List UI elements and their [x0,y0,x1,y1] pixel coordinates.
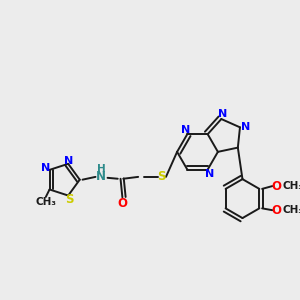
Text: N: N [205,169,214,179]
Text: CH₃: CH₃ [35,197,56,208]
Text: CH₃: CH₃ [282,181,300,191]
Text: N: N [64,156,73,166]
Text: N: N [218,110,227,119]
Text: S: S [157,170,166,183]
Text: N: N [181,125,190,136]
Text: O: O [271,180,281,193]
Text: H: H [97,164,105,175]
Text: N: N [241,122,250,132]
Text: N: N [41,163,50,173]
Text: N: N [96,170,106,183]
Text: CH₃: CH₃ [282,205,300,215]
Text: S: S [65,193,74,206]
Text: O: O [117,197,128,210]
Text: O: O [271,204,281,217]
